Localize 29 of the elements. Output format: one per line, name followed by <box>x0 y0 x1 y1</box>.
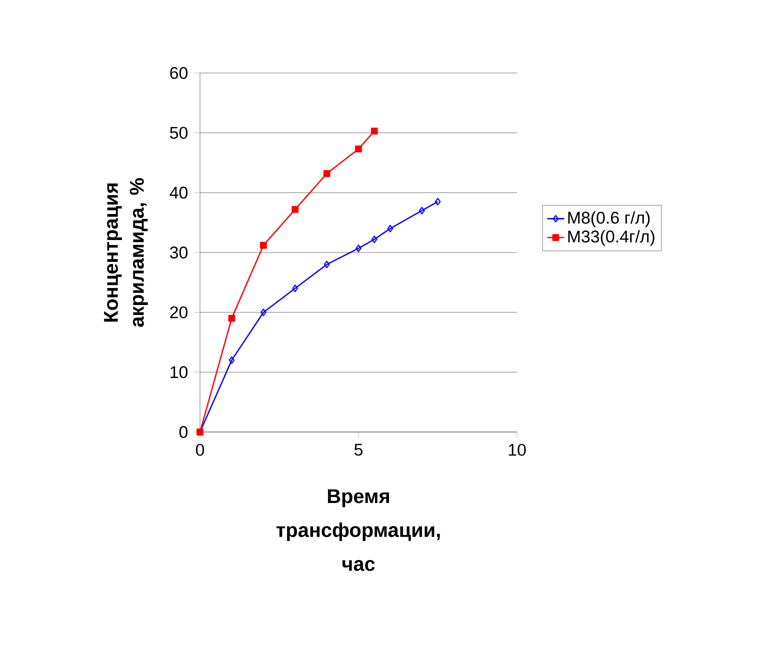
point <box>371 236 378 244</box>
y-tick-label: 40 <box>170 186 188 199</box>
point <box>324 260 330 268</box>
x-tick-label: 0 <box>196 444 204 456</box>
y-tick-label: 50 <box>170 126 188 139</box>
x-tick-label: 5 <box>354 444 362 456</box>
y-axis-title: Концентрация акриламида, % <box>104 178 148 327</box>
point <box>434 198 441 206</box>
point <box>260 308 266 316</box>
point <box>260 242 267 249</box>
x-tick-label: 10 <box>508 444 526 456</box>
legend-label: M8(0.6 г/л) <box>568 211 650 228</box>
point <box>418 206 425 214</box>
y-tick-label: 60 <box>170 67 188 79</box>
point <box>292 284 298 292</box>
y-tick-label: 10 <box>170 366 188 378</box>
y-tick-label: 30 <box>170 246 188 258</box>
point <box>356 244 362 252</box>
point <box>387 224 394 232</box>
point <box>292 206 299 213</box>
x-axis-title: Время трансформации, час <box>276 489 440 571</box>
point <box>355 146 362 152</box>
point <box>323 170 330 177</box>
point <box>370 128 378 134</box>
point <box>228 314 236 322</box>
legend-label: M33(0.4г/л) <box>568 230 654 246</box>
y-tick-label: 20 <box>170 306 188 318</box>
point <box>228 356 235 364</box>
y-tick-label: 0 <box>179 426 188 438</box>
